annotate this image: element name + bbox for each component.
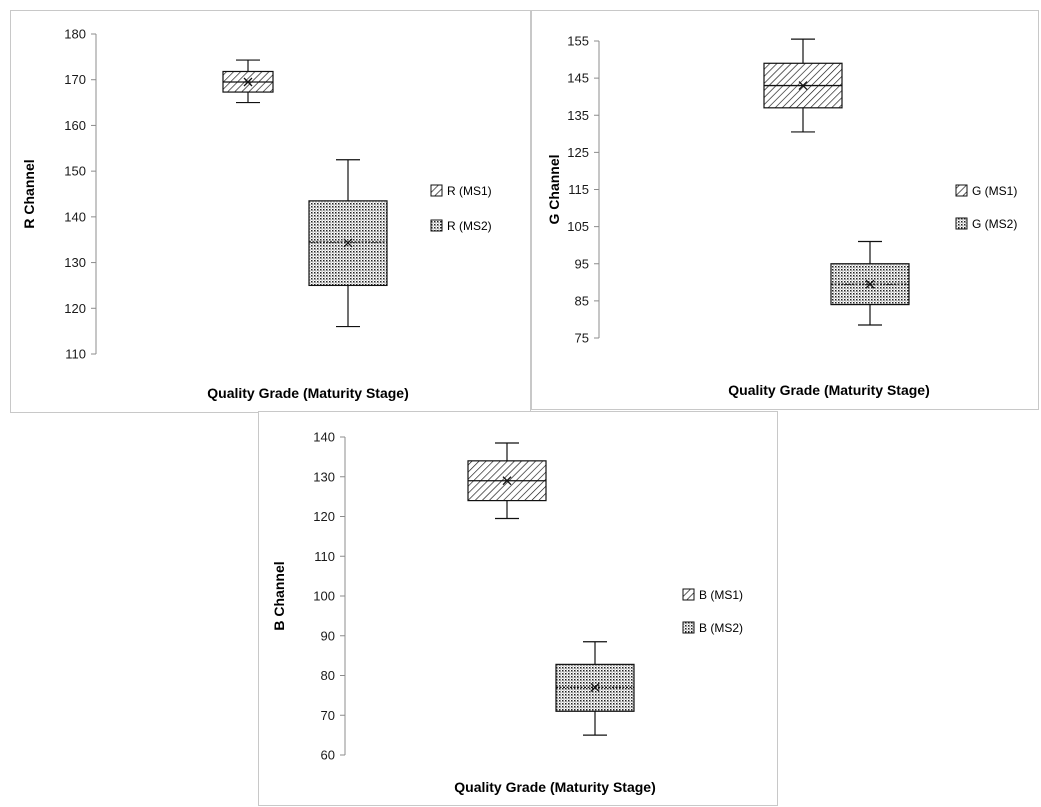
b-y-tick-label: 100	[313, 589, 335, 604]
r-y-tick-label: 160	[64, 118, 86, 133]
g-y-tick-label: 115	[568, 182, 589, 197]
r-y-tick-label: 140	[64, 209, 86, 224]
b-y-tick-label: 60	[321, 748, 335, 763]
g-channel-chart-panel: 75 85 95 105 115 125 135 145 155 G Channel Quality…	[531, 10, 1039, 410]
g-box-2	[830, 240, 910, 326]
g-legend-label-2: G (MS2)	[972, 217, 1017, 231]
g-mean-marker	[798, 81, 808, 91]
r-box-1	[222, 59, 274, 104]
g-legend-label-1: G (MS1)	[972, 184, 1017, 198]
b-legend-swatch-1	[682, 588, 695, 601]
b-y-tick-label: 90	[321, 628, 335, 643]
g-y-tick-label: 135	[567, 108, 589, 123]
r-y-tick-label: 150	[64, 164, 86, 179]
b-y-tick-label: 140	[313, 430, 335, 445]
r-channel-boxplot: 110 120 130 140 150 160 170 180 R Channel Quality…	[21, 27, 492, 402]
b-x-axis-title: Quality Grade (Maturity Stage)	[454, 779, 655, 795]
g-y-axis-title: G Channel	[546, 154, 562, 224]
r-y-tick-label: 170	[64, 72, 86, 87]
r-legend-swatch-1	[430, 184, 443, 197]
g-legend-swatch-2	[955, 217, 968, 230]
b-legend-label-1: B (MS1)	[699, 588, 743, 602]
r-box-2	[308, 159, 388, 328]
r-mean-marker	[243, 77, 253, 87]
g-legend-swatch-1	[955, 184, 968, 197]
b-legend-label-2: B (MS2)	[699, 621, 743, 635]
g-y-tick-label: 105	[567, 219, 589, 234]
g-y-tick-label: 85	[575, 293, 589, 308]
b-channel-chart-panel: 60 70 80 90 100 110 120 130 140 B Channel Quality …	[258, 411, 778, 806]
g-x-axis-title: Quality Grade (Maturity Stage)	[728, 382, 929, 398]
r-legend-swatch-2	[430, 219, 443, 232]
g-mean-marker	[865, 279, 875, 289]
b-y-tick-label: 70	[321, 708, 335, 723]
r-y-tick-label: 180	[64, 27, 86, 42]
b-channel-boxplot: 60 70 80 90 100 110 120 130 140 B Channel Quality …	[271, 430, 743, 796]
b-y-axis-title: B Channel	[271, 561, 287, 630]
g-y-tick-label: 145	[567, 71, 589, 86]
r-y-tick-label: 130	[64, 255, 86, 270]
b-y-tick-label: 110	[314, 549, 335, 564]
b-y-tick-label: 130	[313, 469, 335, 484]
r-x-axis-title: Quality Grade (Maturity Stage)	[207, 385, 408, 401]
g-y-tick-label: 125	[567, 145, 589, 160]
r-mean-marker	[343, 238, 353, 248]
r-y-tick-label: 110	[65, 347, 86, 362]
g-y-tick-label: 155	[567, 34, 589, 49]
b-box-2	[555, 641, 635, 736]
b-y-tick-label: 80	[321, 668, 335, 683]
r-legend-label-1: R (MS1)	[447, 184, 492, 198]
r-channel-chart-panel: 110 120 130 140 150 160 170 180 R Channel Quality…	[10, 10, 531, 413]
g-box-1	[763, 38, 843, 133]
b-y-tick-label: 120	[313, 509, 335, 524]
b-box-1	[467, 442, 547, 520]
b-legend-swatch-2	[682, 621, 695, 634]
r-legend-label-2: R (MS2)	[447, 219, 492, 233]
g-channel-boxplot: 75 85 95 105 115 125 135 145 155 G Channel Quality…	[546, 34, 1017, 399]
b-mean-marker	[502, 476, 512, 486]
r-y-axis-title: R Channel	[21, 159, 37, 228]
g-y-tick-label: 95	[575, 256, 589, 271]
b-mean-marker	[590, 682, 600, 692]
g-y-tick-label: 75	[575, 331, 589, 346]
r-y-tick-label: 120	[64, 301, 86, 316]
